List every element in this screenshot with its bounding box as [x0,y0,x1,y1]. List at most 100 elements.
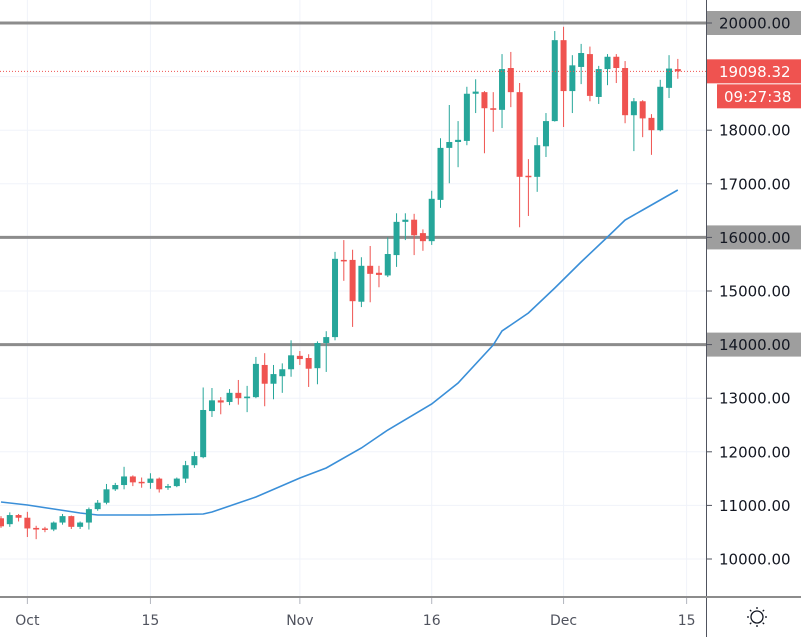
candle-body [490,108,497,110]
candle-11-10 [375,265,382,288]
candle-10-27 [252,356,259,399]
candle-body [622,68,629,116]
candle-09-28 [0,516,4,528]
candle-11-03 [314,341,321,385]
candle-11-20 [463,86,470,146]
candle-10-03 [41,526,48,533]
moving-average-line [0,189,679,516]
candle-body [455,139,462,142]
candle-body [33,527,40,530]
candle-12-09 [630,98,637,152]
candle-body [446,141,453,148]
price-label: 10000.00 [719,551,791,569]
candle-10-21 [200,387,207,459]
candle-12-06 [604,54,611,86]
candle-12-12 [657,79,664,132]
candle-11-28 [534,137,541,192]
candle-body [340,259,347,262]
time-axis[interactable] [0,598,706,637]
candle-body [121,476,128,486]
candle-body [578,53,585,67]
price-label: 18000.00 [719,122,791,140]
candle-11-21 [472,79,479,114]
price-label: 16000.00 [719,229,791,247]
sun-icon[interactable] [747,607,767,627]
horizontal-levels[interactable] [0,21,706,347]
candle-body [165,486,172,488]
candle-11-09 [367,245,374,303]
candle-10-31 [288,340,295,377]
candle-11-11 [384,237,391,278]
candle-09-29 [6,512,13,527]
candle-body [59,516,66,523]
candle-body [666,68,673,88]
candle-body [411,219,418,236]
candle-body [384,254,391,276]
moving-average [0,189,679,516]
candle-10-14 [138,477,145,488]
candle-11-05 [332,251,339,341]
candle-11-12 [393,213,400,267]
candle-body [630,101,637,116]
candles [0,26,681,540]
last-price-label: 19098.32 [719,63,791,81]
candle-10-07 [77,521,84,529]
candle-12-08 [622,61,629,124]
candle-body [499,69,506,110]
candle-11-26 [516,83,523,228]
candle-body [24,517,31,529]
candle-10-12 [121,466,128,490]
candle-10-15 [147,473,154,489]
candle-11-04 [323,331,330,372]
candle-10-26 [244,385,251,413]
candle-body [375,272,382,275]
time-label: 15 [142,613,160,629]
time-label: Nov [286,613,313,629]
candle-body [419,233,426,242]
price-label: 12000.00 [719,443,791,461]
candle-body [463,93,470,141]
candle-body [358,265,365,302]
candle-body [595,69,602,97]
price-label: 20000.00 [719,15,791,33]
time-label: 15 [678,613,696,629]
candle-body [147,478,154,483]
candle-10-04 [50,521,57,532]
candle-body [252,363,259,398]
candle-body [217,400,224,403]
candle-body [296,355,303,360]
candle-11-27 [525,159,532,216]
candle-body [288,355,295,370]
candle-10-11 [112,482,119,491]
candle-10-23 [217,397,224,415]
time-label: Oct [15,613,40,629]
candle-body [50,522,57,530]
candle-10-06 [68,515,75,529]
candle-body [112,485,119,490]
candle-12-13 [666,55,673,99]
candle-body [173,478,180,487]
candle-10-08 [85,507,92,530]
candle-body [182,465,189,479]
candle-body [516,92,523,177]
candle-10-09 [94,500,101,511]
candle-body [138,481,145,484]
candle-body [560,40,567,92]
candle-body [200,409,207,458]
candle-10-18 [173,477,180,488]
candle-12-04 [586,46,593,102]
candle-body [402,219,409,222]
candle-12-05 [595,65,602,104]
candle-body [270,374,277,384]
candle-11-01 [296,351,303,365]
candle-10-17 [165,483,172,490]
candle-11-25 [507,51,514,108]
candle-10-30 [279,363,286,393]
candle-body [586,54,593,96]
candle-11-06 [340,240,347,281]
price-label: 14000.00 [719,336,791,354]
candle-12-02 [569,55,576,114]
candle-10-13 [129,475,136,487]
price-label: 13000.00 [719,390,791,408]
